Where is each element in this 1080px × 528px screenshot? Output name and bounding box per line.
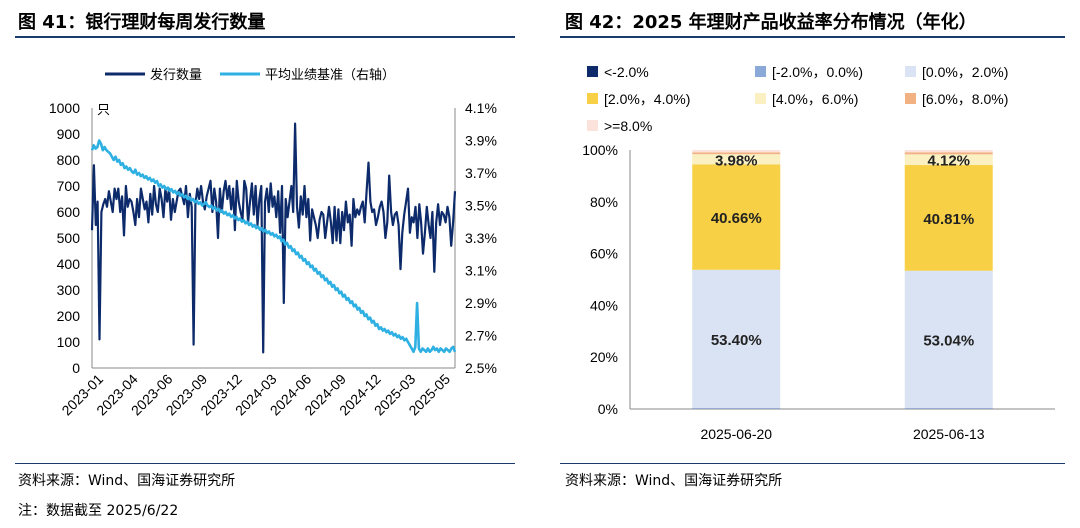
bar-segment bbox=[904, 270, 993, 409]
bar-segment bbox=[692, 408, 781, 409]
right-y-tick: 3.7% bbox=[465, 165, 497, 181]
right-y-tick: 3.5% bbox=[465, 198, 497, 214]
y-tick-label: 0% bbox=[598, 401, 618, 417]
x-category-label: 2025-06-20 bbox=[700, 426, 772, 442]
legend-swatch bbox=[755, 66, 766, 77]
legend-swatch bbox=[905, 66, 916, 77]
left-series bbox=[90, 122, 457, 354]
bar-segment bbox=[692, 269, 781, 409]
y-tick-label: 80% bbox=[590, 194, 618, 210]
right-y-tick: 3.1% bbox=[465, 263, 497, 279]
bar-segment bbox=[692, 154, 781, 165]
bar-data-label: 4.12% bbox=[927, 153, 970, 170]
right-bars: 53.40% 40.66% 3.98% 53.04% 40.81% 4.12% bbox=[692, 150, 993, 409]
left-title-rule bbox=[15, 36, 515, 38]
left-note: 注：数据截至 2025/6/22 bbox=[18, 503, 179, 519]
y-tick-label: 60% bbox=[590, 246, 618, 262]
legend-label: <-2.0% bbox=[604, 64, 649, 80]
right-chart-title: 图 42：2025 年理财产品收益率分布情况（年化） bbox=[565, 12, 977, 33]
left-y-tick: 900 bbox=[57, 126, 81, 142]
left-chart-title: 图 41：银行理财每周发行数量 bbox=[18, 12, 266, 33]
legend-swatch bbox=[905, 93, 916, 104]
legend-benchmark-label: 平均业绩基准（右轴） bbox=[265, 67, 395, 82]
legend-swatch bbox=[587, 66, 598, 77]
legend-count-label: 发行数量 bbox=[150, 67, 202, 82]
right-y-tick: 3.9% bbox=[465, 133, 497, 149]
series-issuance-count-line bbox=[90, 122, 457, 354]
left-y-tick: 200 bbox=[57, 308, 81, 324]
bar-data-label: 40.81% bbox=[923, 211, 974, 228]
right-y-tick: 2.7% bbox=[465, 328, 497, 344]
left-y-tick: 800 bbox=[57, 152, 81, 168]
series-benchmark-line bbox=[90, 139, 457, 354]
left-y-tick: 700 bbox=[57, 178, 81, 194]
legend-swatch bbox=[755, 93, 766, 104]
left-y-tick: 600 bbox=[57, 204, 81, 220]
left-y-tick: 300 bbox=[57, 282, 81, 298]
bar-segment bbox=[904, 165, 993, 271]
right-y-tick: 4.1% bbox=[465, 100, 497, 116]
legend-swatch bbox=[587, 120, 598, 131]
bar-segment bbox=[904, 154, 993, 166]
right-y-tick: 2.9% bbox=[465, 295, 497, 311]
left-line-chart: 发行数量 平均业绩基准（右轴） 只 0 100 200 300 400 500 600 700… bbox=[49, 67, 497, 418]
left-y-tick: 500 bbox=[57, 230, 81, 246]
bar-segment bbox=[904, 150, 993, 153]
left-source-rule bbox=[15, 463, 515, 464]
legend-label: >=8.0% bbox=[604, 118, 652, 134]
legend-label: [-2.0%，0.0%) bbox=[772, 64, 863, 80]
x-category-label: 2025-06-13 bbox=[913, 426, 985, 442]
bar-segment bbox=[692, 164, 781, 270]
bar-data-label: 40.66% bbox=[711, 210, 762, 227]
right-legend: <-2.0% [-2.0%，0.0%) [0.0%，2.0%) [2.0%，4.0%)… bbox=[587, 64, 1008, 134]
y-tick-label: 100% bbox=[582, 142, 618, 158]
right-axes: 0% 20% 40% 60% 80% 100% 2025-06-20 2025-06-13 bbox=[582, 142, 1055, 442]
right-y-tick: 3.3% bbox=[465, 230, 497, 246]
right-source-rule bbox=[560, 463, 1065, 464]
left-unit-label: 只 bbox=[97, 102, 110, 117]
bar-segment bbox=[692, 150, 781, 153]
legend-label: [6.0%，8.0%) bbox=[922, 91, 1008, 107]
right-source: 资料来源：Wind、国海证券研究所 bbox=[565, 473, 783, 489]
left-axes: 0 100 200 300 400 500 600 700 800 900 1000 2.5% 2.7%… bbox=[49, 100, 497, 418]
left-y-tick: 1000 bbox=[49, 100, 80, 116]
left-y-tick: 100 bbox=[57, 334, 81, 350]
right-y-tick: 2.5% bbox=[465, 360, 497, 376]
left-source: 资料来源：Wind、国海证券研究所 bbox=[18, 473, 236, 489]
bar-data-label: 53.40% bbox=[711, 332, 762, 349]
bar-segment bbox=[904, 152, 993, 155]
left-y-tick: 0 bbox=[72, 360, 80, 376]
legend-label: [2.0%，4.0%) bbox=[604, 91, 690, 107]
right-title-rule bbox=[560, 36, 1065, 38]
bar-data-label: 53.04% bbox=[923, 332, 974, 349]
y-tick-label: 40% bbox=[590, 297, 618, 313]
right-stacked-bar-chart: <-2.0% [-2.0%，0.0%) [0.0%，2.0%) [2.0%，4.0%)… bbox=[582, 64, 1055, 442]
legend-swatch bbox=[587, 93, 598, 104]
bar-data-label: 3.98% bbox=[715, 152, 758, 169]
legend-label: [0.0%，2.0%) bbox=[922, 64, 1008, 80]
legend-label: [4.0%，6.0%) bbox=[772, 91, 858, 107]
left-y-tick: 400 bbox=[57, 256, 81, 272]
y-tick-label: 20% bbox=[590, 349, 618, 365]
bar-segment bbox=[904, 408, 993, 409]
bar-segment bbox=[692, 152, 781, 155]
